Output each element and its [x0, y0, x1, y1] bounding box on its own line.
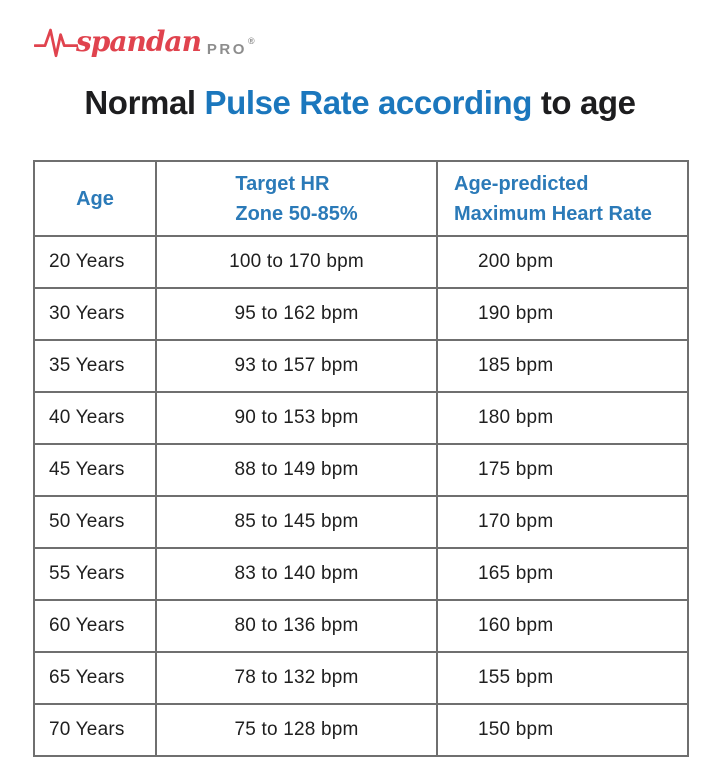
header-max-hr: Age-predicted Maximum Heart Rate — [436, 160, 689, 237]
target-hr-cell: 93 to 157 bpm — [155, 339, 438, 393]
max-hr-cell: 190 bpm — [436, 287, 689, 341]
age-cell: 35 Years — [33, 339, 157, 393]
target-hr-cell: 100 to 170 bpm — [155, 235, 438, 289]
ecg-heartbeat-icon — [34, 28, 78, 58]
table-row: 70 Years 75 to 128 bpm 150 bpm — [33, 703, 689, 757]
age-cell: 40 Years — [33, 391, 157, 445]
table-row: 45 Years 88 to 149 bpm 175 bpm — [33, 443, 689, 497]
age-cell: 30 Years — [33, 287, 157, 341]
title-highlight: Pulse Rate according — [204, 84, 533, 121]
table-row: 60 Years 80 to 136 bpm 160 bpm — [33, 599, 689, 653]
age-cell: 55 Years — [33, 547, 157, 601]
brand-name: spandan — [76, 25, 202, 58]
target-hr-cell: 83 to 140 bpm — [155, 547, 438, 601]
registered-mark: ® — [247, 36, 258, 46]
max-hr-cell: 170 bpm — [436, 495, 689, 549]
target-hr-cell: 75 to 128 bpm — [155, 703, 438, 757]
title-part2: to age — [540, 84, 636, 121]
table-row: 40 Years 90 to 153 bpm 180 bpm — [33, 391, 689, 445]
target-hr-cell: 95 to 162 bpm — [155, 287, 438, 341]
max-hr-cell: 155 bpm — [436, 651, 689, 705]
table-row: 65 Years 78 to 132 bpm 155 bpm — [33, 651, 689, 705]
header-age: Age — [33, 160, 157, 237]
max-hr-cell: 180 bpm — [436, 391, 689, 445]
table-row: 30 Years 95 to 162 bpm 190 bpm — [33, 287, 689, 341]
table-row: 55 Years 83 to 140 bpm 165 bpm — [33, 547, 689, 601]
page-title: Normal Pulse Rate according to age — [0, 84, 720, 122]
max-hr-cell: 150 bpm — [436, 703, 689, 757]
age-cell: 65 Years — [33, 651, 157, 705]
age-cell: 45 Years — [33, 443, 157, 497]
age-cell: 60 Years — [33, 599, 157, 653]
header-target-hr: Target HR Zone 50-85% — [155, 160, 438, 237]
target-hr-cell: 88 to 149 bpm — [155, 443, 438, 497]
max-hr-cell: 165 bpm — [436, 547, 689, 601]
max-hr-cell: 175 bpm — [436, 443, 689, 497]
age-cell: 70 Years — [33, 703, 157, 757]
max-hr-cell: 160 bpm — [436, 599, 689, 653]
target-hr-cell: 80 to 136 bpm — [155, 599, 438, 653]
pulse-rate-table: Age Target HR Zone 50-85% Age-predicted Ma… — [33, 160, 689, 757]
table-row: 35 Years 93 to 157 bpm 185 bpm — [33, 339, 689, 393]
table-row: 20 Years 100 to 170 bpm 200 bpm — [33, 235, 689, 289]
target-hr-cell: 85 to 145 bpm — [155, 495, 438, 549]
table-row: 50 Years 85 to 145 bpm 170 bpm — [33, 495, 689, 549]
spandan-pro-logo: spandan PRO® — [34, 22, 257, 62]
age-cell: 20 Years — [33, 235, 157, 289]
title-part1: Normal — [84, 84, 196, 121]
max-hr-cell: 185 bpm — [436, 339, 689, 393]
table-header-row: Age Target HR Zone 50-85% Age-predicted Ma… — [33, 160, 689, 237]
target-hr-cell: 90 to 153 bpm — [155, 391, 438, 445]
target-hr-cell: 78 to 132 bpm — [155, 651, 438, 705]
brand-suffix: PRO® — [206, 36, 258, 58]
max-hr-cell: 200 bpm — [436, 235, 689, 289]
age-cell: 50 Years — [33, 495, 157, 549]
